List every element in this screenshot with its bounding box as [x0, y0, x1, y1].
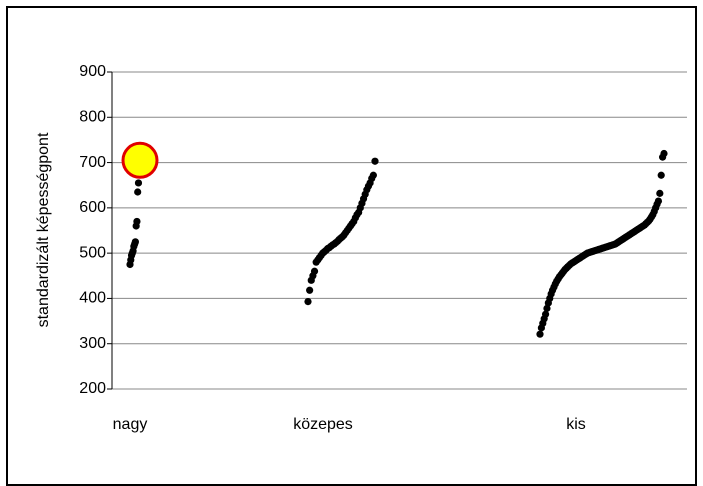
point [310, 267, 319, 275]
y-tick-label: 800 [79, 109, 106, 126]
x-tick-label: kis [566, 416, 586, 433]
point [306, 286, 314, 294]
x-tick-label: nagy [113, 416, 148, 433]
point [660, 149, 668, 158]
highlight-point [121, 141, 159, 179]
point [134, 179, 143, 187]
point [371, 157, 379, 165]
point [536, 330, 544, 338]
y-tick-label: 300 [79, 335, 106, 352]
y-tick-label: 600 [79, 199, 106, 216]
point [656, 189, 664, 197]
point [131, 238, 139, 246]
point [133, 217, 141, 226]
y-tick-label: 500 [79, 244, 106, 261]
y-tick-label: 900 [79, 63, 106, 80]
point [657, 171, 665, 179]
point [304, 297, 312, 306]
y-tick-label: 200 [79, 380, 106, 397]
point [541, 310, 550, 318]
y-axis-label: standardizált képességpont [35, 132, 52, 327]
point [134, 188, 142, 196]
y-tick-label: 700 [79, 154, 106, 171]
y-tick-label: 400 [79, 290, 106, 307]
frame [6, 6, 697, 486]
point [543, 304, 551, 312]
x-tick-label: közepes [293, 416, 353, 433]
point [654, 197, 663, 205]
point [369, 171, 377, 179]
